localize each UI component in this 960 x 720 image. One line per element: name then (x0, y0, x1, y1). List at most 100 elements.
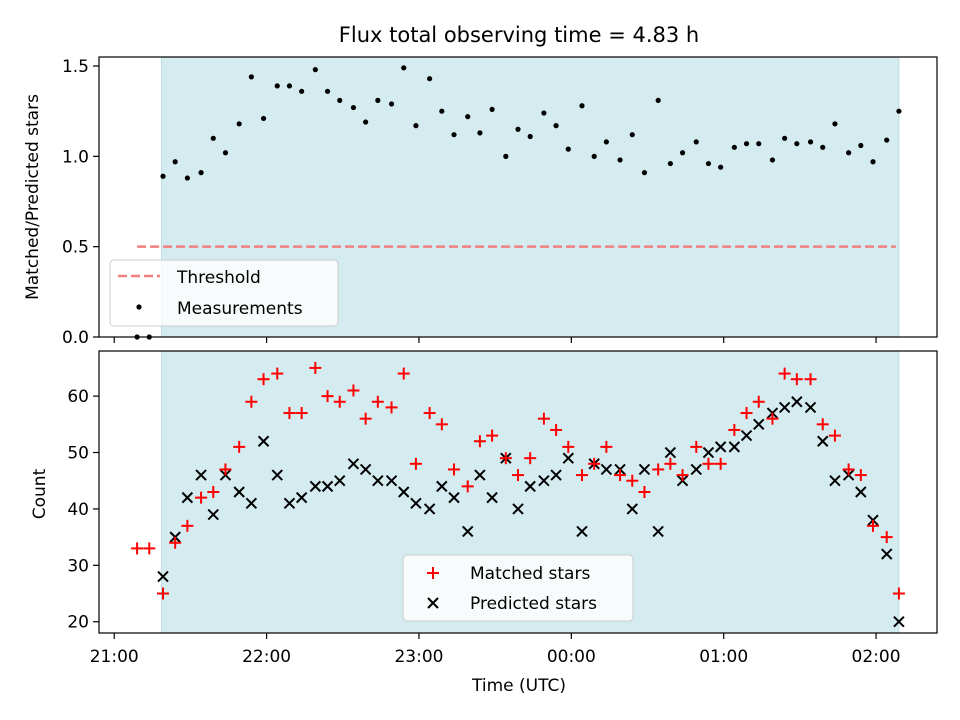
predicted-star-marker (753, 418, 765, 431)
predicted-stars-legend-label: Predicted stars (470, 594, 597, 614)
measurement-points (134, 65, 902, 340)
predicted-star-marker (181, 491, 194, 504)
measurement-point (363, 119, 369, 125)
measurement-point (565, 146, 571, 152)
matched-star-marker (397, 367, 410, 380)
predicted-stars-legend-swatch (427, 597, 439, 609)
matched-star-marker (752, 395, 765, 408)
matched-star-marker (461, 480, 474, 493)
ratio-y-ticks: 0.0 0.5 1.0 1.5 (62, 57, 99, 348)
predicted-star-marker (881, 548, 893, 560)
matched-star-marker (790, 373, 803, 386)
measurement-point (832, 121, 838, 127)
predicted-star-marker (524, 480, 536, 493)
predicted-star-marker (295, 491, 308, 504)
ratio-y-tick-label: 1.5 (62, 57, 89, 77)
matched-star-marker (333, 395, 346, 408)
measurement-point (756, 141, 762, 147)
count-panel: 20 30 40 50 60 21:00 22:00 23:00 00:00 01:00 02:0… (30, 350, 938, 696)
predicted-star-marker (829, 475, 841, 487)
ratio-panel: 0.0 0.5 1.0 1.5 Matched/Predicted stars Thr… (23, 56, 938, 348)
predicted-star-marker (817, 435, 829, 447)
predicted-star-marker (321, 480, 334, 493)
matched-star-marker (245, 395, 258, 408)
matched-star-marker (512, 469, 524, 482)
matched-star-marker (409, 457, 422, 470)
measurement-point (260, 115, 267, 122)
predicted-star-marker (538, 475, 550, 487)
ratio-x-ticks (113, 337, 877, 343)
measurement-point (693, 139, 699, 145)
predicted-star-marker (550, 469, 562, 481)
count-legend: Matched stars Predicted stars (402, 554, 634, 622)
count-y-tick-label: 20 (67, 613, 89, 633)
measurement-point (439, 108, 445, 114)
measurement-point (248, 74, 254, 80)
matched-star-marker (828, 429, 841, 442)
matched-star-marker (321, 390, 334, 403)
measurement-point (160, 173, 166, 179)
matched-star-marker (423, 407, 436, 420)
predicted-star-marker (638, 463, 651, 476)
matched-star-marker (588, 457, 601, 470)
measurement-point (858, 142, 864, 149)
predicted-star-marker (410, 497, 422, 509)
matched-star-marker (233, 440, 246, 453)
matched-star-marker (638, 486, 651, 498)
matched-star-marker (537, 412, 550, 425)
ratio-y-tick-label: 1.0 (62, 147, 89, 167)
predicted-star-marker (372, 475, 384, 487)
matched-star-marker (309, 361, 322, 374)
matched-star-marker (728, 423, 741, 436)
matched-star-marker (550, 423, 563, 436)
measurement-point (477, 130, 483, 136)
predicted-star-marker (233, 486, 245, 498)
matched-star-marker (690, 440, 703, 453)
measurement-point (629, 132, 635, 138)
matched-star-marker (271, 367, 284, 380)
predicted-star-marker (359, 463, 372, 476)
matched-star-marker (676, 469, 689, 482)
matched-star-marker (181, 519, 194, 532)
measurement-point (515, 126, 521, 132)
count-y-tick-label: 30 (67, 556, 89, 576)
predicted-star-marker (283, 497, 296, 509)
measurement-point (299, 88, 305, 94)
matched-star-marker (131, 542, 144, 555)
measurement-point (579, 103, 585, 109)
measurement-point (617, 157, 623, 163)
count-y-ticks: 20 30 40 50 60 (67, 387, 99, 633)
count-y-tick-label: 50 (67, 444, 89, 464)
predicted-star-marker (448, 491, 460, 504)
matched-star-marker (664, 457, 677, 470)
count-x-tick-label: 23:00 (394, 647, 443, 667)
matched-star-marker (714, 457, 727, 470)
measurement-point (184, 175, 190, 181)
measurement-point (222, 150, 229, 156)
measurement-point (274, 83, 280, 89)
ratio-legend: Threshold Measurements (109, 259, 339, 327)
matched-star-marker (473, 435, 486, 448)
ratio-legend-box (109, 259, 339, 327)
count-x-tick-label: 22:00 (242, 647, 291, 667)
count-y-tick-label: 40 (67, 500, 89, 520)
predicted-star-marker (462, 525, 474, 538)
predicted-star-marker (664, 446, 677, 459)
matched-star-marker (816, 418, 829, 431)
measurement-point (427, 76, 433, 82)
matched-star-marker (804, 373, 817, 386)
matched-star-marker (499, 452, 512, 465)
matched-star-marker (359, 412, 372, 425)
matched-star-marker (195, 491, 208, 504)
matched-stars-points (131, 361, 905, 600)
measurement-point (731, 144, 737, 150)
predicted-star-marker (347, 458, 360, 470)
measurement-point (236, 121, 242, 127)
measurement-point (541, 110, 547, 116)
measurement-point (324, 88, 331, 94)
count-x-tick-label: 21:00 (90, 647, 139, 667)
matched-star-marker (626, 474, 639, 487)
matched-star-marker (207, 486, 220, 498)
measurement-point (820, 144, 826, 150)
measurement-point (743, 141, 750, 147)
